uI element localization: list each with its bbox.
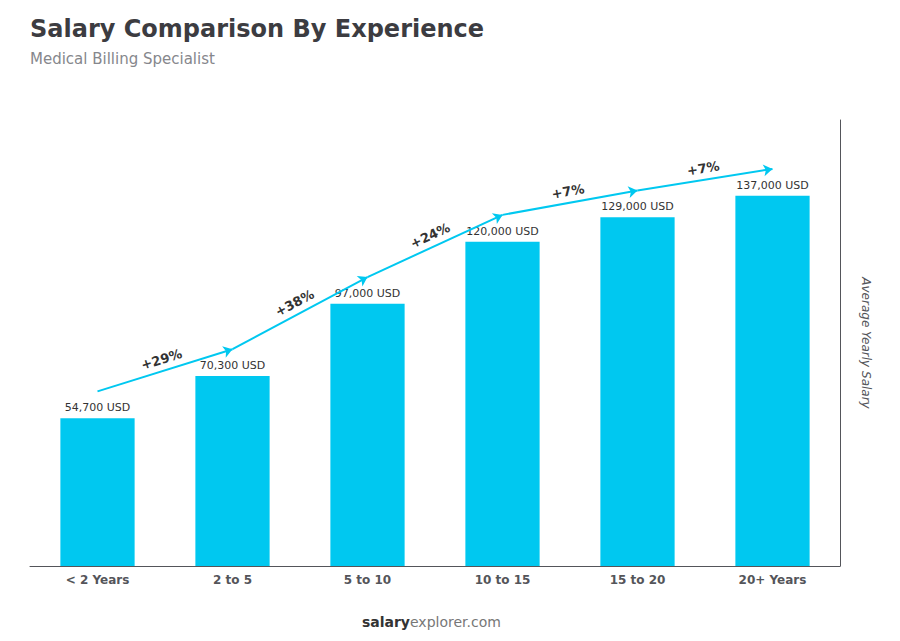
svg-text:2 to 5: 2 to 5 <box>213 573 252 587</box>
svg-text:Salary Comparison By Experienc: Salary Comparison By Experience <box>30 15 484 43</box>
svg-text:explorer.com: explorer.com <box>410 614 501 630</box>
svg-text:97,000 USD: 97,000 USD <box>334 286 401 300</box>
svg-text:120,000 USD: 120,000 USD <box>466 224 539 238</box>
svg-text:137,000 USD: 137,000 USD <box>736 179 809 192</box>
svg-text:15 to 20: 15 to 20 <box>610 573 666 587</box>
svg-text:70,300 USD: 70,300 USD <box>200 359 266 372</box>
svg-text:Medical Billing Specialist: Medical Billing Specialist <box>30 50 215 68</box>
svg-text:salary: salary <box>362 614 410 630</box>
svg-text:129,000 USD: 129,000 USD <box>601 200 674 213</box>
svg-text:< 2 Years: < 2 Years <box>66 573 130 587</box>
svg-text:+24%: +24% <box>408 220 452 251</box>
svg-text:+29%: +29% <box>139 346 184 373</box>
svg-text:+7%: +7% <box>550 181 585 202</box>
svg-text:10 to 15: 10 to 15 <box>475 573 531 587</box>
svg-text:+38%: +38% <box>273 286 317 319</box>
svg-text:54,700 USD: 54,700 USD <box>65 401 131 414</box>
svg-text:5 to 10: 5 to 10 <box>344 573 391 587</box>
svg-text:+7%: +7% <box>686 158 721 178</box>
svg-text:20+ Years: 20+ Years <box>739 573 807 587</box>
svg-text:Average Yearly Salary: Average Yearly Salary <box>859 276 873 409</box>
